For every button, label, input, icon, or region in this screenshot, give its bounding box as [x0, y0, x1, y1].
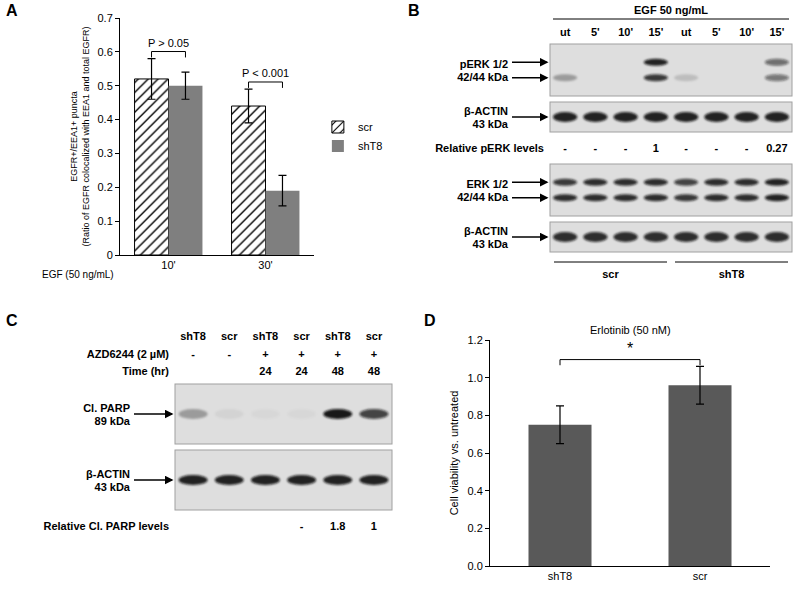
svg-text:EGFR+/EEA1+ puncta(Ratio of EG: EGFR+/EEA1+ puncta(Ratio of EGFR colocal… — [69, 26, 91, 246]
svg-text:Erlotinib (50 nM): Erlotinib (50 nM) — [590, 324, 671, 336]
svg-text:48: 48 — [332, 365, 344, 377]
svg-text:-: - — [745, 142, 749, 154]
svg-text:0.7: 0.7 — [98, 12, 113, 24]
svg-text:10': 10' — [618, 26, 633, 38]
svg-text:β-ACTIN: β-ACTIN — [464, 225, 508, 237]
svg-text:+: + — [262, 348, 268, 360]
svg-text:-: - — [715, 142, 719, 154]
svg-text:43 kDa: 43 kDa — [473, 118, 509, 130]
svg-text:+: + — [298, 348, 304, 360]
svg-text:0: 0 — [107, 249, 113, 261]
svg-text:shT8: shT8 — [719, 268, 745, 280]
svg-text:-: - — [594, 142, 598, 154]
svg-text:ERK 1/2: ERK 1/2 — [466, 178, 508, 190]
svg-text:shT8: shT8 — [180, 330, 206, 342]
html-text:D: D — [424, 312, 436, 329]
svg-text:P > 0.05: P > 0.05 — [148, 37, 189, 49]
svg-text:ut: ut — [560, 26, 571, 38]
svg-text:89 kDa: 89 kDa — [95, 415, 131, 427]
svg-text:0.4: 0.4 — [468, 485, 483, 497]
svg-text:scr: scr — [366, 330, 383, 342]
svg-text:-: - — [191, 348, 195, 360]
html-text:B: B — [408, 2, 420, 19]
svg-text:43 kDa: 43 kDa — [473, 238, 509, 250]
svg-text:AZD6244 (2 µM): AZD6244 (2 µM) — [87, 348, 169, 360]
svg-text:30': 30' — [258, 259, 272, 271]
svg-text:15': 15' — [769, 26, 784, 38]
svg-text:5': 5' — [591, 26, 600, 38]
svg-text:42/44 kDa: 42/44 kDa — [457, 71, 509, 83]
svg-text:0.6: 0.6 — [468, 447, 483, 459]
svg-text:*: * — [627, 340, 633, 357]
svg-text:shT8: shT8 — [253, 330, 279, 342]
svg-text:15': 15' — [648, 26, 663, 38]
svg-text:β-ACTIN: β-ACTIN — [464, 105, 508, 117]
svg-text:+: + — [371, 348, 377, 360]
svg-text:Relative Cl. PARP levels: Relative Cl. PARP levels — [43, 520, 169, 532]
svg-text:0.6: 0.6 — [98, 46, 113, 58]
svg-text:-: - — [563, 142, 567, 154]
svg-text:-: - — [227, 348, 231, 360]
svg-text:β-ACTIN: β-ACTIN — [86, 468, 130, 480]
svg-text:scr: scr — [358, 121, 373, 133]
svg-text:+: + — [335, 348, 341, 360]
svg-text:0.27: 0.27 — [766, 142, 787, 154]
svg-text:1.0: 1.0 — [468, 372, 483, 384]
svg-text:1.8: 1.8 — [330, 520, 345, 532]
svg-text:scr: scr — [293, 330, 310, 342]
svg-text:24: 24 — [295, 365, 308, 377]
svg-text:EGF (50 ng/mL): EGF (50 ng/mL) — [42, 269, 114, 280]
svg-text:1: 1 — [653, 142, 659, 154]
svg-text:shT8: shT8 — [358, 140, 382, 152]
svg-text:-: - — [300, 520, 304, 532]
svg-text:0.8: 0.8 — [468, 409, 483, 421]
svg-text:-: - — [624, 142, 628, 154]
svg-text:-: - — [684, 142, 688, 154]
svg-text:42/44 kDa: 42/44 kDa — [457, 191, 509, 203]
html-text:C: C — [6, 312, 18, 329]
svg-text:shT8: shT8 — [548, 570, 572, 582]
svg-text:5': 5' — [712, 26, 721, 38]
svg-text:Relative pERK levels: Relative pERK levels — [435, 142, 544, 154]
svg-text:scr: scr — [221, 330, 238, 342]
svg-text:1: 1 — [371, 520, 377, 532]
svg-text:P < 0.001: P < 0.001 — [242, 67, 289, 79]
html-text:A: A — [6, 2, 18, 19]
svg-text:0.0: 0.0 — [468, 560, 483, 572]
svg-text:24: 24 — [259, 365, 272, 377]
svg-text:10': 10' — [739, 26, 754, 38]
svg-text:10': 10' — [161, 259, 175, 271]
svg-text:Cl. PARP: Cl. PARP — [83, 402, 130, 414]
svg-text:Cell viability vs. untreated: Cell viability vs. untreated — [448, 391, 460, 516]
svg-text:ut: ut — [681, 26, 692, 38]
svg-text:shT8: shT8 — [325, 330, 351, 342]
svg-text:48: 48 — [368, 365, 380, 377]
svg-text:EGF 50 ng/mL: EGF 50 ng/mL — [634, 4, 708, 16]
svg-text:Time (hr): Time (hr) — [122, 365, 169, 377]
svg-text:pERK 1/2: pERK 1/2 — [460, 58, 508, 70]
svg-text:0.2: 0.2 — [98, 181, 113, 193]
svg-text:scr: scr — [693, 570, 708, 582]
svg-text:0.4: 0.4 — [98, 113, 113, 125]
svg-text:0.1: 0.1 — [98, 215, 113, 227]
svg-text:0.3: 0.3 — [98, 147, 113, 159]
svg-text:0.2: 0.2 — [468, 522, 483, 534]
svg-text:43 kDa: 43 kDa — [95, 481, 131, 493]
svg-text:scr: scr — [602, 268, 619, 280]
svg-text:0.5: 0.5 — [98, 80, 113, 92]
svg-text:1.2: 1.2 — [468, 334, 483, 346]
